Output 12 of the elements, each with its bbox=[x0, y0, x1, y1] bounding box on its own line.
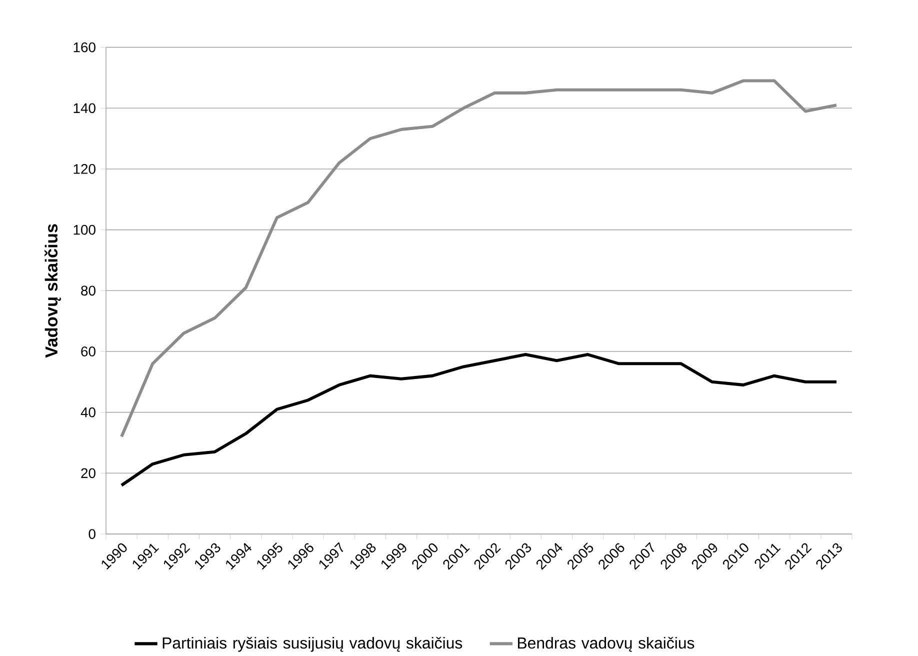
y-tick-label: 80 bbox=[81, 286, 96, 296]
y-tick-label: 0 bbox=[88, 529, 96, 540]
y-tick-label: 20 bbox=[81, 468, 96, 478]
y-tick-label: 120 bbox=[74, 164, 96, 174]
y-tick-label: 60 bbox=[81, 346, 96, 357]
legend-label: Bendras vadovų skaičius bbox=[518, 637, 694, 652]
y-axis-title: Vadovų skaičius bbox=[44, 224, 61, 358]
y-tick-label: 140 bbox=[74, 103, 96, 114]
y-tick-label: 40 bbox=[80, 407, 96, 418]
y-tick-label: 100 bbox=[74, 224, 96, 235]
legend-label: Partiniais ryšiais susijusių vadovų skaičius bbox=[162, 637, 462, 652]
y-tick-label: 160 bbox=[74, 42, 96, 52]
